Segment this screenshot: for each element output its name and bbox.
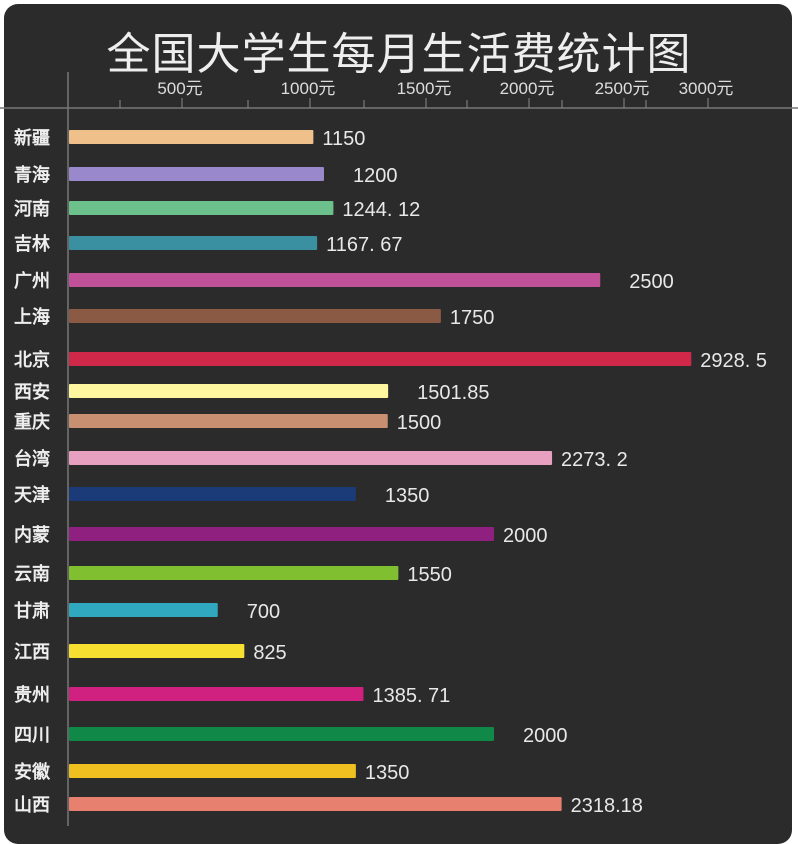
category-label: 山西 (14, 795, 50, 816)
x-tick-label: 1000元 (281, 79, 336, 98)
bar (69, 687, 364, 701)
category-label: 北京 (14, 349, 50, 371)
value-label: 1150 (322, 128, 365, 150)
category-label: 上海 (14, 306, 50, 328)
category-label: 台湾 (14, 448, 50, 470)
category-label: 西安 (14, 381, 50, 403)
category-label: 吉林 (14, 233, 50, 255)
bar (69, 130, 314, 144)
value-label: 1385. 71 (372, 685, 450, 707)
value-label: 2318.18 (571, 795, 643, 817)
value-label: 1501.85 (417, 382, 489, 404)
value-label: 1350 (365, 762, 410, 784)
chart-title: 全国大学生每月生活费统计图 (106, 29, 692, 80)
bar (69, 201, 334, 215)
bar (69, 644, 245, 658)
value-label: 1350 (385, 485, 430, 507)
category-label: 广州 (14, 270, 50, 292)
value-label: 1167. 67 (326, 234, 402, 256)
value-label: 2273. 2 (561, 449, 628, 471)
value-label: 1750 (450, 307, 495, 329)
bar (69, 603, 218, 617)
bar (69, 236, 318, 250)
x-tick-label: 500元 (157, 79, 202, 98)
value-label: 700 (247, 601, 280, 623)
bar (69, 414, 388, 428)
bar (69, 527, 494, 541)
bar (69, 727, 494, 741)
bar (69, 451, 553, 465)
category-label: 贵州 (14, 685, 50, 706)
value-label: 2000 (523, 725, 568, 747)
bar (69, 797, 562, 811)
category-label: 青海 (14, 164, 50, 186)
value-label: 2500 (629, 271, 674, 293)
value-label: 1244. 12 (342, 199, 420, 221)
category-label: 云南 (14, 563, 50, 585)
category-label: 四川 (14, 725, 50, 746)
value-label: 1200 (353, 165, 398, 187)
bar (69, 273, 601, 287)
x-tick-label: 3000元 (679, 79, 734, 98)
x-tick-label: 2500元 (595, 79, 650, 98)
bar (69, 764, 356, 778)
bar (69, 566, 399, 580)
category-label: 甘肃 (14, 600, 50, 622)
value-label: 825 (253, 642, 286, 664)
category-label: 河南 (14, 198, 50, 220)
bar (69, 487, 356, 501)
value-label: 2000 (503, 525, 548, 547)
value-label: 1550 (407, 564, 452, 586)
category-label: 新疆 (14, 127, 50, 149)
category-label: 天津 (14, 484, 50, 506)
category-label: 安徽 (14, 761, 51, 783)
bar (69, 352, 692, 366)
category-label: 重庆 (14, 411, 50, 433)
x-tick-label: 1500元 (397, 79, 452, 98)
value-label: 1500 (397, 412, 442, 434)
bar (69, 309, 441, 323)
bar (69, 167, 324, 181)
x-tick-label: 2000元 (500, 79, 555, 98)
bar (69, 384, 389, 398)
value-label: 2928. 5 (700, 350, 767, 372)
category-label: 江西 (14, 642, 50, 663)
category-label: 内蒙 (14, 524, 50, 546)
